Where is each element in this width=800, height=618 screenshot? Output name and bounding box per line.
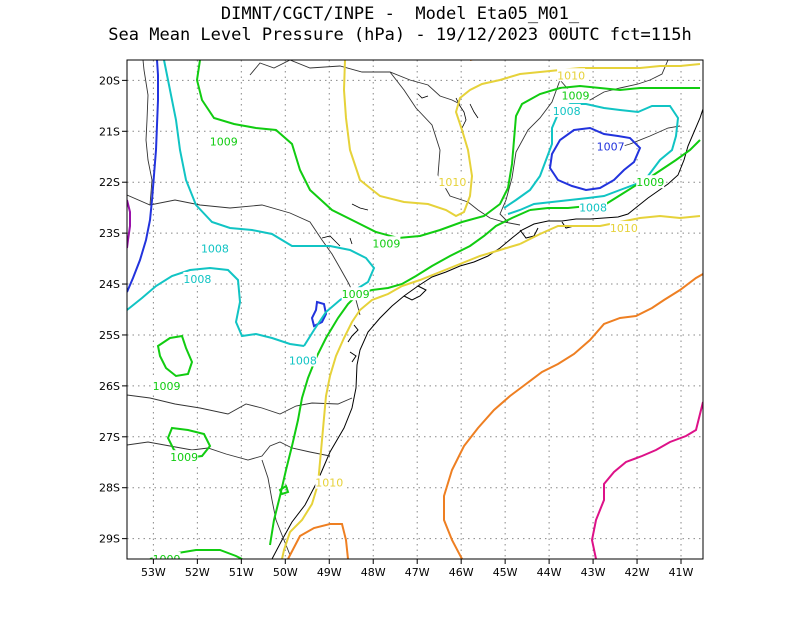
contour-label-bg	[152, 378, 181, 392]
lat-tick-label: 28S	[99, 482, 120, 495]
contour-1009-ring-a	[156, 334, 194, 378]
contour-label: 1007	[597, 141, 625, 154]
contour-label: 1009	[210, 135, 238, 148]
contour-1009-ring-b	[166, 426, 212, 460]
lon-tick-label: 41W	[669, 566, 694, 579]
contour-label-bg	[170, 450, 199, 464]
lon-tick-label: 47W	[405, 566, 430, 579]
lon-tick-label: 53W	[141, 566, 166, 579]
contour-label: 1009	[372, 237, 400, 250]
contour-1011-north	[470, 60, 476, 61]
contour-1011-bottom	[287, 523, 349, 559]
contour-label: 1008	[553, 105, 581, 118]
lon-tick-label: 52W	[185, 566, 210, 579]
contour-label-bg	[438, 175, 467, 189]
contour-1010-south	[281, 243, 521, 559]
contour-label-bg	[609, 221, 638, 235]
contour-1008-east	[503, 103, 680, 215]
map-geography: 1007 1008 1008 1008 1008 1008 1009 1009 1009 1009…	[127, 60, 703, 566]
title-block: DIMNT/CGCT/INPE - Model Eta05_M01_ Sea M…	[0, 4, 800, 46]
gridlines	[127, 60, 703, 559]
contour-label-bg	[579, 200, 608, 214]
contour-label: 1009	[153, 380, 181, 393]
contour-label: 1009	[170, 451, 198, 464]
lon-tick-label: 42W	[625, 566, 650, 579]
lon-tick-label: 51W	[229, 566, 254, 579]
coastline	[271, 107, 703, 559]
contour-1007-west	[127, 60, 159, 293]
contour-label: 1010	[315, 477, 343, 490]
contour-1008-south	[127, 266, 305, 347]
contour-label-bg	[341, 287, 370, 301]
lat-tick-label: 23S	[99, 227, 120, 240]
lon-tick-label: 44W	[537, 566, 562, 579]
contour-1011-south	[443, 273, 703, 559]
contour-label: 1008	[183, 273, 211, 286]
lon-tick-label: 46W	[449, 566, 474, 579]
contour-label-bg	[152, 552, 181, 559]
contour-label-bg	[636, 175, 665, 189]
lon-tick-label: 43W	[581, 566, 606, 579]
lat-tick-label: 26S	[99, 380, 120, 393]
contour-label-bg	[288, 353, 317, 367]
contour-label-bg	[209, 134, 238, 148]
contour-label-bg	[200, 241, 229, 255]
contour-label-bg	[183, 271, 212, 285]
axes: 53W 52W 51W 50W 49W 48W 47W 46W 45W 44W 43W 42W 41W 2…	[99, 74, 694, 579]
title-line-1: DIMNT/CGCT/INPE - Model Eta05_M01_	[220, 4, 580, 24]
lat-tick-label: 24S	[99, 278, 120, 291]
contour-1013	[590, 401, 703, 559]
contour-1009-dot	[278, 484, 290, 496]
contour-label: 1010	[610, 222, 638, 235]
contour-label: 1008	[201, 242, 229, 255]
contour-1008-north	[163, 60, 376, 347]
contour-1007-east	[548, 126, 642, 192]
contour-label: 1009	[561, 90, 589, 103]
lon-tick-label: 49W	[317, 566, 342, 579]
contour-label: 1010	[438, 176, 466, 189]
contour-1010-west	[342, 60, 701, 218]
lon-tick-label: 45W	[493, 566, 518, 579]
contour-label: 1009	[153, 553, 181, 566]
contour-label-bg	[561, 88, 590, 102]
contour-label: 1010	[557, 69, 585, 82]
contour-1009-north	[195, 60, 700, 240]
contour-label-bg	[552, 103, 581, 117]
state-borders	[127, 60, 681, 556]
lat-tick-label: 21S	[99, 125, 120, 138]
map-frame	[126, 59, 704, 560]
reservoirs	[321, 93, 479, 247]
lat-tick-label: 20S	[99, 74, 120, 87]
lat-tick-label: 22S	[99, 176, 120, 189]
lat-tick-label: 29S	[99, 533, 120, 546]
contour-label-bg	[596, 139, 625, 153]
lon-tick-label: 48W	[361, 566, 386, 579]
title-line-2: Sea Mean Level Pressure (hPa) - 19/12/20…	[108, 25, 692, 45]
contour-labels: 1007 1008 1008 1008 1008 1008 1009 1009 1009 1009…	[152, 68, 665, 566]
contour-label-bg	[557, 68, 586, 82]
contour-label: 1009	[342, 288, 370, 301]
contour-label: 1008	[579, 202, 607, 215]
contour-label: 1009	[636, 176, 664, 189]
contour-1014	[127, 199, 131, 249]
lat-tick-label: 27S	[99, 431, 120, 444]
contour-label-bg	[315, 475, 344, 489]
contour-label: 1008	[289, 354, 317, 367]
contour-label-bg	[372, 236, 401, 250]
island-coast	[347, 221, 575, 363]
lon-tick-label: 50W	[273, 566, 298, 579]
lat-tick-label: 25S	[99, 329, 120, 342]
